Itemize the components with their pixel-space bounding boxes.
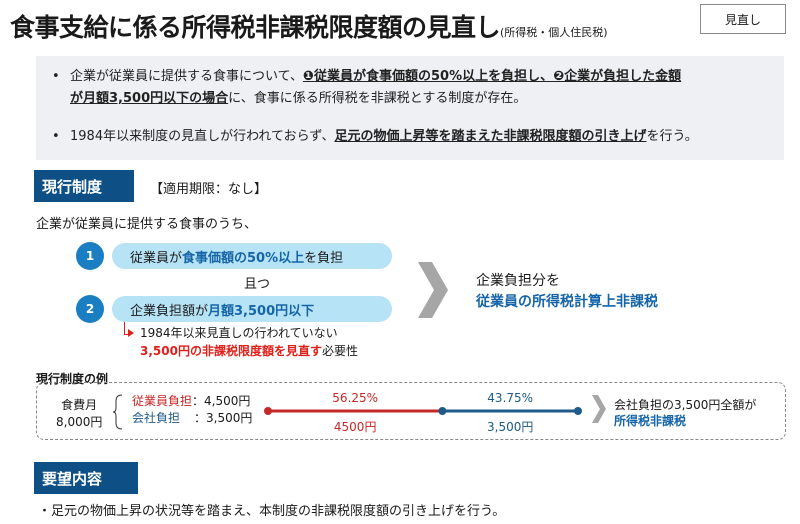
application-period: 【適用期限：なし】 [150, 182, 268, 197]
request-heading: 要望内容 [34, 462, 138, 494]
note-connector [124, 322, 131, 335]
bar-start-point [264, 407, 272, 415]
page-title: 食事支給に係る所得税非課税限度額の見直し(所得税・個人住民税) [10, 8, 608, 44]
condition-emphasis: 食事価額の50%以上 [182, 250, 305, 266]
employee-share-percent: 56.25% [332, 391, 379, 405]
condition-1: 従業員が 食事価額の50%以上 を負担 [112, 243, 392, 269]
note-emphasis: 3,500円の非課税限度額を見直す [140, 344, 322, 358]
meal-cost-total: 8,000円 [56, 415, 103, 429]
summary-bullet-2: • 1984年以来制度の見直しが行われておらず、足元の物価上昇等を踏まえた非課税… [52, 126, 780, 148]
company-share-percent: 43.75% [487, 391, 534, 405]
condition-2-badge: 2 [76, 295, 104, 323]
share-bar [264, 407, 582, 415]
condition-text: 従業員が [130, 250, 183, 266]
summary-emphasis: ❶従業員が食事価額の50%以上を負担し、❷企業が負担した金額 [302, 69, 682, 84]
request-bullet: ・足元の物価上昇の状況等を踏まえ、本制度の非課税限度額の引き上げを行う。 [38, 500, 505, 519]
summary-text: 企業が従業員に提供する食事について、 [70, 69, 303, 84]
condition-text: を負担 [304, 250, 344, 266]
summary-text: を行う。 [646, 129, 698, 144]
title-main: 食事支給に係る所得税非課税限度額の見直し [10, 13, 501, 42]
current-system-heading: 現行制度 [34, 170, 134, 202]
condition-2: 企業負担額が 月額3,500円以下 [112, 296, 392, 322]
company-share-label: 会社負担 [132, 411, 181, 425]
request-text: 足元の物価上昇の状況等を踏まえ、本制度の非課税限度額の引き上げを行う。 [51, 504, 506, 519]
note-arrow-icon [128, 329, 134, 337]
summary-bullet-1: • 企業が従業員に提供する食事について、❶従業員が食事価額の50%以上を負担し、… [52, 66, 770, 110]
chevron-right-icon [418, 262, 448, 318]
summary-text: 1984年以来制度の見直しが行われておらず、 [70, 129, 335, 144]
note-text: 必要性 [321, 344, 358, 358]
meal-cost: 食費月 8,000円 [56, 396, 102, 430]
condition-emphasis: 月額3,500円以下 [208, 303, 315, 319]
current-intro: 企業が従業員に提供する食事のうち、 [36, 217, 258, 232]
title-subtitle: (所得税・個人住民税) [500, 26, 608, 39]
bullet-dot: • [52, 69, 60, 84]
company-share-value: ：3,500円 [194, 411, 253, 425]
condition-1-badge: 1 [76, 242, 104, 270]
bullet-dot: ・ [38, 504, 52, 519]
employee-share-value: ：4,500円 [192, 394, 251, 408]
revision-tag: 見直し [700, 4, 786, 34]
company-share-amount: 3,500円 [487, 420, 534, 434]
summary-emphasis: 足元の物価上昇等を踏まえた非課税限度額の引き上げ [334, 129, 647, 144]
employee-share-amount: 4500円 [333, 420, 377, 434]
result-line-2: 従業員の所得税計算上非課税 [476, 294, 658, 310]
brace-icon [112, 394, 123, 430]
and-label: 且つ [244, 277, 271, 292]
employee-share-label: 従業員負担 [132, 394, 193, 408]
summary-emphasis: が月額3,500円以下の場合 [70, 91, 229, 106]
bar-end-point [574, 407, 582, 415]
company-share-row: 会社負担 ：3,500円 [132, 409, 252, 426]
note-line-2: 3,500円の非課税限度額を見直す必要性 [140, 342, 358, 359]
example-result-1: 会社負担の3,500円全額が [614, 398, 757, 412]
bullet-dot: • [52, 129, 60, 144]
result-line-1: 企業負担分を [476, 273, 560, 289]
summary-box: • 企業が従業員に提供する食事について、❶従業員が食事価額の50%以上を負担し、… [36, 56, 784, 160]
note-line-1: 1984年以来見直しの行われていない [140, 326, 338, 340]
summary-text: に、食事に係る所得税を非課税とする制度が存在。 [228, 91, 527, 106]
bar-split-point [438, 407, 447, 415]
condition-text: 企業負担額が [130, 303, 209, 319]
example-result-2: 所得税非課税 [614, 414, 687, 428]
chevron-right-icon [592, 395, 606, 423]
example-box [36, 382, 786, 440]
employee-share-row: 従業員負担：4,500円 [132, 392, 250, 409]
meal-cost-label: 食費月 [61, 398, 98, 412]
